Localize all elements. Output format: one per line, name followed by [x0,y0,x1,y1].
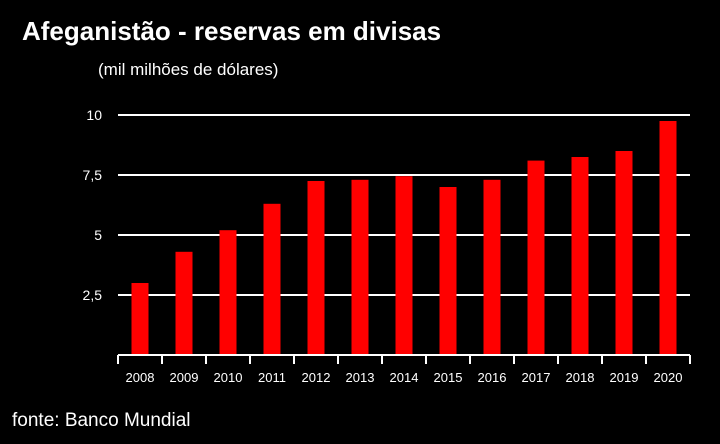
bar [571,157,589,355]
chart-title: Afeganistão - reservas em divisas [22,16,442,46]
bar [219,230,237,355]
axis-labels: 2,5 5 7,5 10 2008 2009 2010 2011 2012 2013 2014 201… [83,107,683,385]
x-tick-label: 2020 [654,370,683,385]
bar [395,176,413,355]
x-tick-label: 2019 [610,370,639,385]
x-tick-label: 2017 [522,370,551,385]
bar [483,179,501,355]
bar [307,181,325,355]
chart-subtitle: (mil milhões de dólares) [98,60,279,79]
bar [659,121,677,355]
x-tick-label: 2009 [170,370,199,385]
bar [351,179,369,355]
y-tick-label: 2,5 [83,287,103,303]
x-tick-label: 2010 [214,370,243,385]
x-tick-label: 2012 [302,370,331,385]
x-tick-label: 2011 [258,370,286,385]
bar [131,283,149,355]
x-tick-label: 2016 [478,370,507,385]
x-axis [117,354,691,364]
bar [263,203,281,355]
source-note: fonte: Banco Mundial [12,410,191,431]
x-tick-label: 2018 [566,370,595,385]
y-tick-label: 7,5 [83,167,103,183]
bars [131,121,677,355]
y-tick-label: 10 [86,107,102,123]
y-tick-label: 5 [94,227,102,243]
x-tick-label: 2008 [126,370,155,385]
bar [175,251,193,355]
x-tick-label: 2015 [434,370,463,385]
x-tick-label: 2013 [346,370,375,385]
bar [527,160,545,355]
bar [439,187,457,355]
x-tick-label: 2014 [390,370,419,385]
bar [615,151,633,355]
